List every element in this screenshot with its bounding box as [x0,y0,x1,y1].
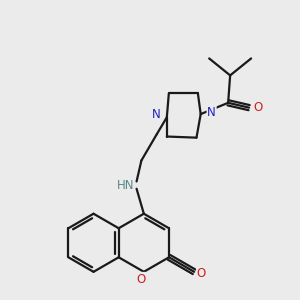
Text: N: N [207,106,216,119]
Text: O: O [136,273,145,286]
Text: O: O [254,101,262,114]
Text: N: N [152,108,161,121]
Text: O: O [197,267,206,280]
Text: HN: HN [116,179,134,192]
